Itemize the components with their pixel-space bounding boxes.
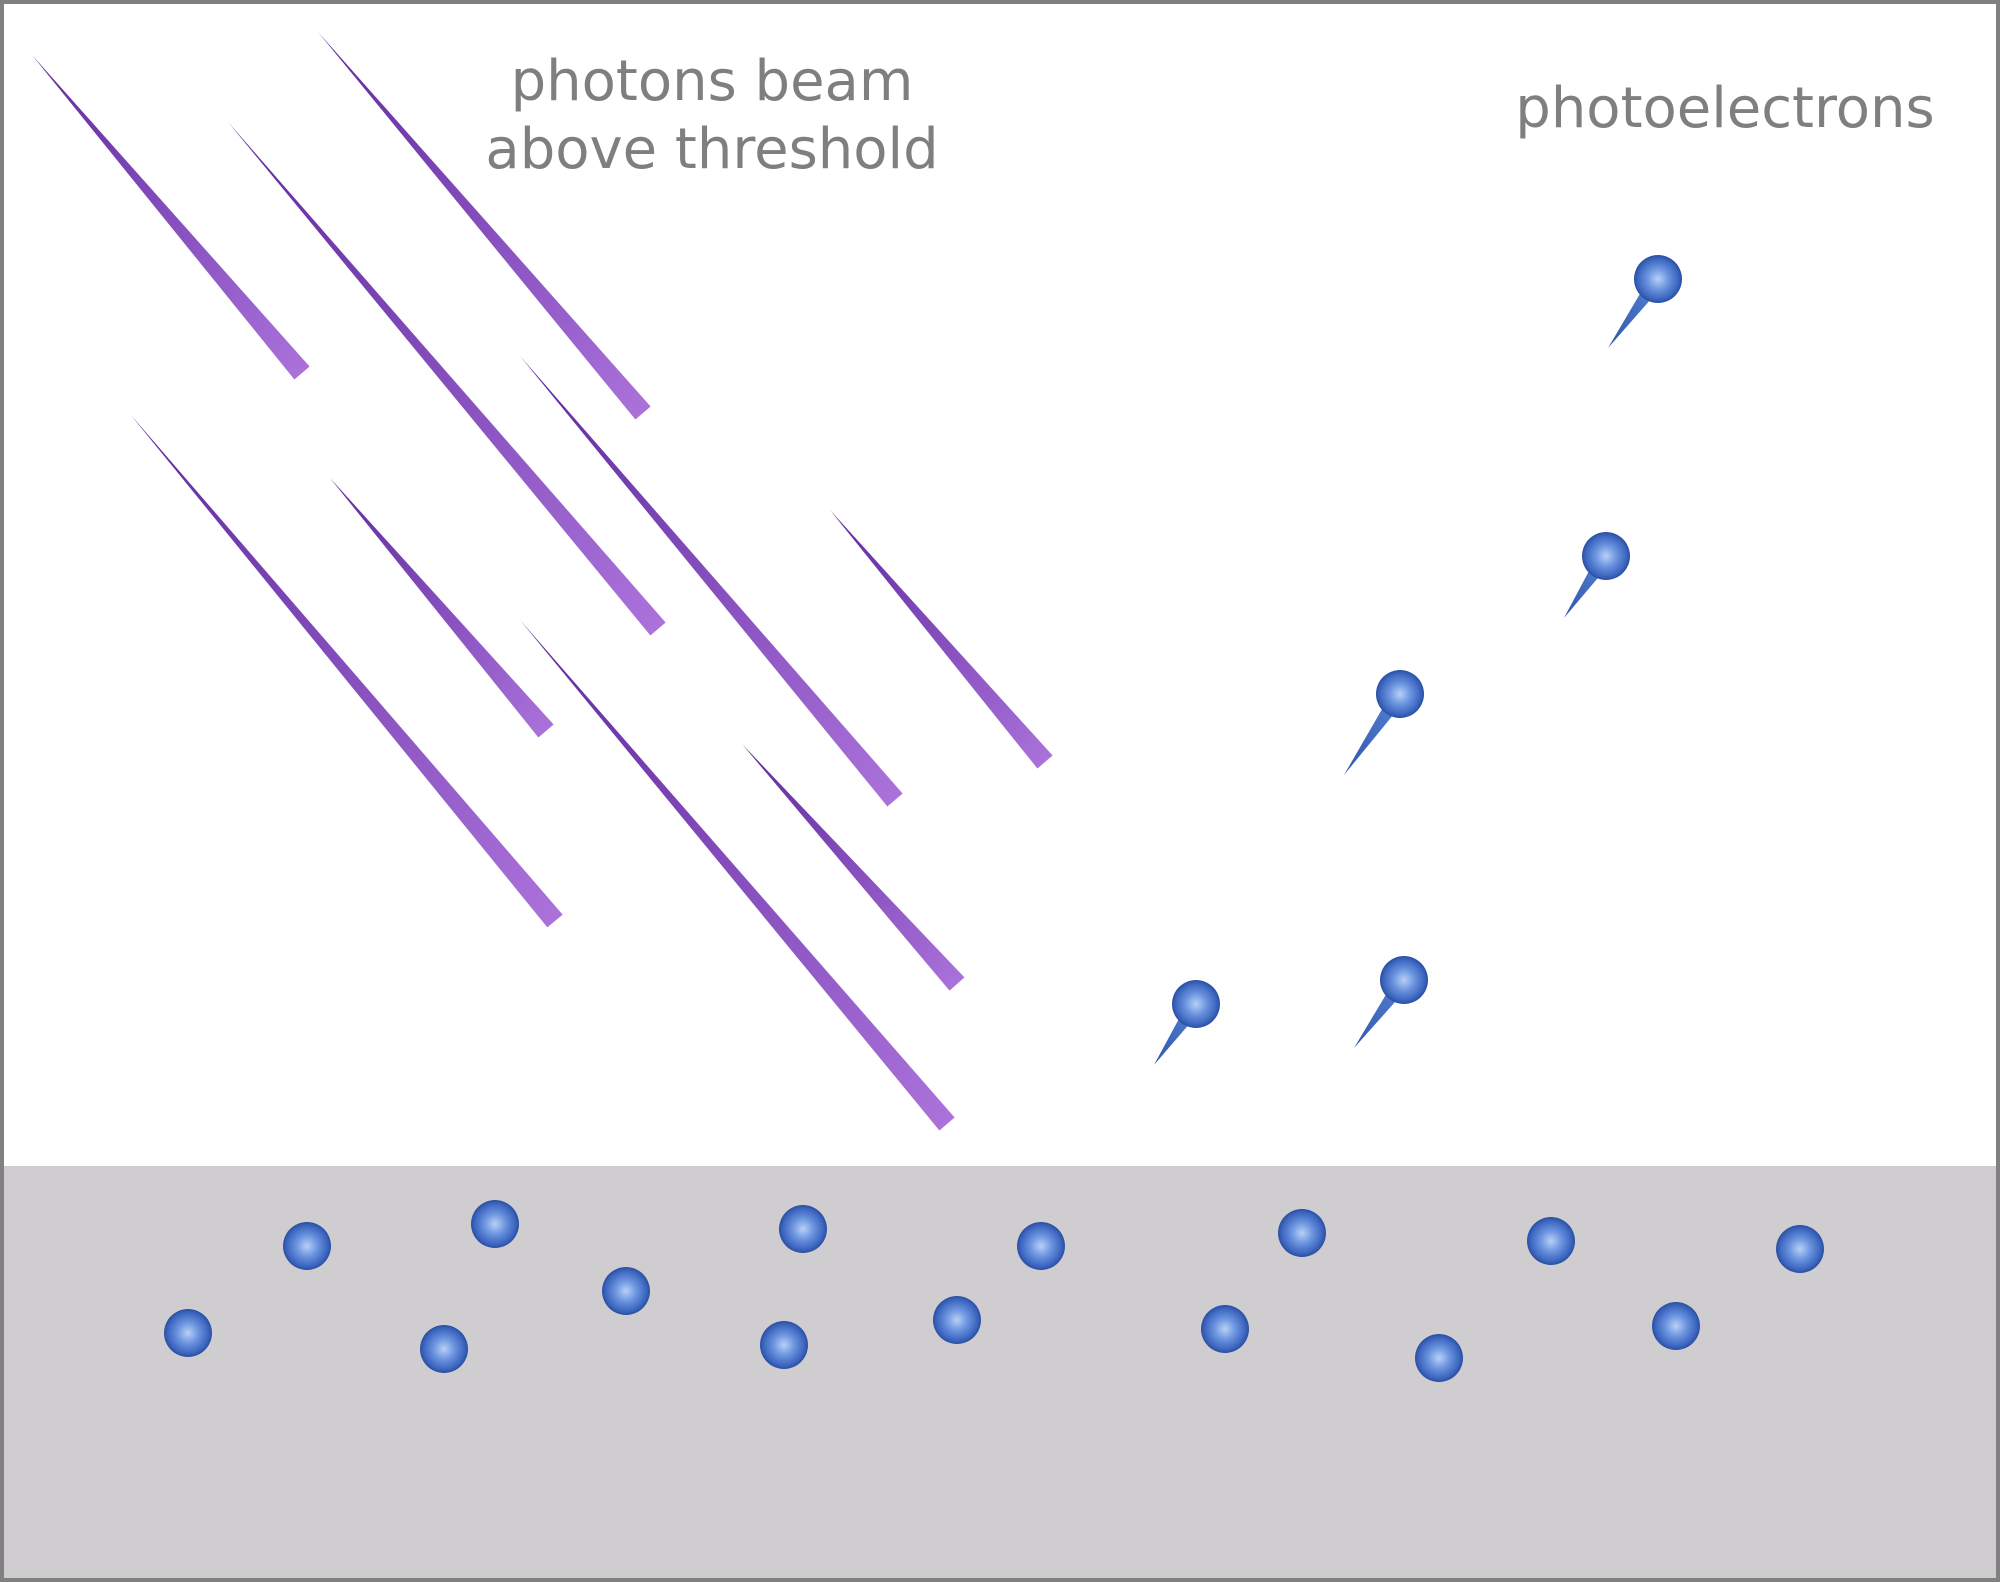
photoelectron-icon	[1564, 532, 1630, 618]
electron-icon	[164, 1309, 212, 1357]
electron-icon	[602, 1267, 650, 1315]
electron-icon	[1527, 1217, 1575, 1265]
photon-ray-icon	[742, 744, 965, 991]
photoelectron-icon	[1344, 670, 1424, 775]
electron-icon	[760, 1321, 808, 1369]
electron-icon	[471, 1200, 519, 1248]
electron-icon	[1776, 1225, 1824, 1273]
electron-icon	[1376, 670, 1424, 718]
electron-icon	[779, 1205, 827, 1253]
photon-ray-icon	[318, 32, 651, 420]
bound-electrons	[164, 1200, 1824, 1382]
electron-icon	[1278, 1209, 1326, 1257]
photoelectrons-label: photoelectrons	[1515, 76, 1934, 141]
electron-icon	[420, 1325, 468, 1373]
photon-ray-icon	[520, 356, 903, 807]
photon-ray-icon	[330, 478, 554, 738]
electron-icon	[1415, 1334, 1463, 1382]
photoelectron-icon	[1608, 255, 1682, 348]
electron-icon	[1201, 1305, 1249, 1353]
electron-icon	[1380, 956, 1428, 1004]
electron-icon	[933, 1296, 981, 1344]
photons-beam-label: photons beam	[511, 49, 914, 114]
electron-icon	[1634, 255, 1682, 303]
electron-icon	[1172, 980, 1220, 1028]
metal-surface	[4, 1166, 1996, 1578]
electron-icon	[283, 1222, 331, 1270]
electron-icon	[1017, 1222, 1065, 1270]
photoelectrons-group	[1154, 255, 1682, 1065]
photon-ray-icon	[520, 620, 955, 1131]
electron-icon	[1582, 532, 1630, 580]
photon-ray-icon	[130, 414, 563, 928]
electron-icon	[1652, 1302, 1700, 1350]
photon-ray-icon	[228, 122, 666, 636]
photon-ray-icon	[830, 510, 1053, 769]
photons-threshold-label: above threshold	[485, 117, 938, 182]
photoelectron-icon	[1354, 956, 1428, 1048]
photon-ray-icon	[32, 55, 310, 380]
photon-beam	[32, 32, 1053, 1131]
photoelectron-icon	[1154, 980, 1220, 1065]
